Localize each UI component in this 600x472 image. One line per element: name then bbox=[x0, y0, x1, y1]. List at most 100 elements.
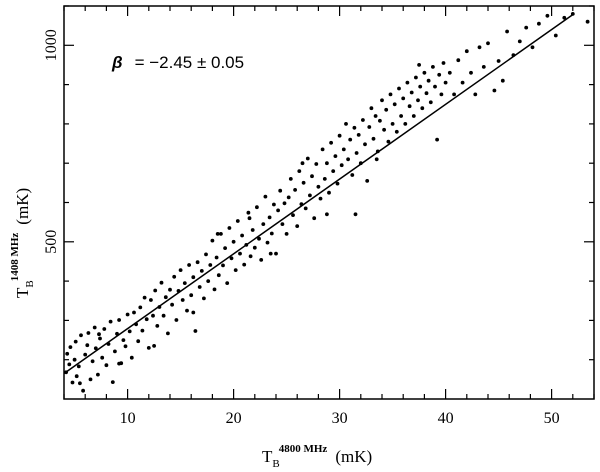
y-axis-label-sup: 1408 MHz bbox=[9, 233, 21, 282]
data-point bbox=[422, 70, 427, 75]
data-point bbox=[297, 169, 302, 174]
x-axis-label-sub: B bbox=[272, 458, 279, 470]
data-point bbox=[426, 78, 431, 83]
data-point bbox=[405, 80, 410, 85]
data-point bbox=[81, 388, 85, 393]
data-point bbox=[142, 295, 147, 300]
x-axis-label-unit: (mK) bbox=[335, 447, 372, 466]
data-point bbox=[352, 125, 357, 130]
data-point bbox=[420, 106, 425, 111]
x-tick-label: 40 bbox=[438, 410, 454, 427]
data-point bbox=[90, 359, 95, 364]
data-point bbox=[417, 63, 421, 67]
data-point bbox=[318, 196, 323, 201]
data-point bbox=[354, 151, 359, 155]
data-point bbox=[367, 125, 372, 129]
data-point bbox=[517, 39, 522, 44]
data-point bbox=[316, 184, 321, 189]
data-point bbox=[86, 331, 91, 335]
data-point bbox=[435, 137, 439, 142]
data-point bbox=[392, 102, 397, 107]
data-point bbox=[356, 133, 361, 137]
data-point bbox=[152, 344, 157, 348]
data-point bbox=[496, 59, 501, 63]
data-point bbox=[348, 137, 353, 142]
data-point bbox=[247, 216, 252, 221]
data-point bbox=[553, 33, 558, 38]
data-point bbox=[88, 377, 93, 382]
data-point bbox=[73, 339, 78, 344]
data-point bbox=[333, 154, 338, 159]
data-point bbox=[286, 195, 291, 200]
data-point bbox=[195, 260, 200, 265]
data-point bbox=[327, 190, 331, 195]
data-point bbox=[524, 25, 529, 30]
x-axis-label: TB4800 MHz (mK) bbox=[262, 443, 372, 470]
data-point bbox=[530, 45, 535, 50]
data-point bbox=[117, 361, 121, 366]
data-point bbox=[151, 313, 155, 318]
data-point bbox=[214, 255, 219, 260]
data-point bbox=[229, 256, 234, 261]
data-point bbox=[477, 45, 482, 50]
data-point bbox=[276, 208, 280, 213]
y-axis-label-base: T bbox=[13, 287, 32, 298]
data-point bbox=[191, 275, 196, 280]
data-point bbox=[418, 84, 423, 89]
data-point bbox=[363, 142, 367, 147]
data-point bbox=[178, 268, 183, 272]
data-point bbox=[223, 246, 228, 251]
data-point bbox=[416, 98, 420, 103]
data-point bbox=[221, 263, 225, 268]
data-point bbox=[83, 352, 88, 357]
data-point bbox=[85, 343, 90, 348]
data-point bbox=[414, 75, 418, 80]
data-point bbox=[242, 262, 247, 267]
data-point bbox=[441, 61, 446, 65]
data-point bbox=[269, 231, 274, 236]
data-point bbox=[136, 339, 141, 344]
data-point bbox=[153, 288, 158, 293]
data-point bbox=[202, 296, 206, 301]
data-point bbox=[314, 162, 319, 166]
data-point bbox=[424, 91, 429, 96]
data-point bbox=[161, 313, 166, 318]
data-point bbox=[208, 263, 213, 267]
data-point bbox=[464, 49, 469, 54]
y-tick-label: 500 bbox=[43, 230, 60, 254]
data-point bbox=[189, 293, 194, 298]
data-point bbox=[185, 308, 189, 313]
data-point bbox=[212, 287, 217, 292]
data-point bbox=[117, 318, 121, 322]
data-point bbox=[100, 355, 105, 360]
data-point bbox=[259, 258, 264, 262]
data-point bbox=[411, 114, 416, 118]
data-point bbox=[96, 372, 100, 377]
axis-ticks bbox=[63, 5, 595, 399]
data-point bbox=[505, 29, 509, 34]
data-point bbox=[403, 122, 408, 126]
data-point bbox=[341, 147, 346, 152]
data-point bbox=[125, 312, 130, 317]
data-point bbox=[469, 70, 473, 75]
data-point bbox=[305, 156, 310, 161]
data-point bbox=[250, 228, 255, 232]
data-point bbox=[155, 324, 160, 328]
data-point bbox=[144, 317, 149, 322]
data-point bbox=[390, 122, 395, 126]
fit-line bbox=[63, 14, 574, 375]
data-point bbox=[346, 157, 350, 162]
data-point bbox=[291, 213, 295, 218]
data-point bbox=[350, 173, 355, 177]
data-point bbox=[127, 329, 132, 334]
data-point bbox=[79, 333, 83, 338]
data-point bbox=[545, 13, 550, 18]
data-point bbox=[255, 205, 259, 210]
data-point bbox=[339, 163, 344, 168]
data-point bbox=[225, 281, 230, 285]
data-point bbox=[369, 106, 374, 111]
data-point bbox=[301, 180, 306, 185]
data-point bbox=[433, 84, 437, 89]
data-point bbox=[401, 96, 406, 101]
